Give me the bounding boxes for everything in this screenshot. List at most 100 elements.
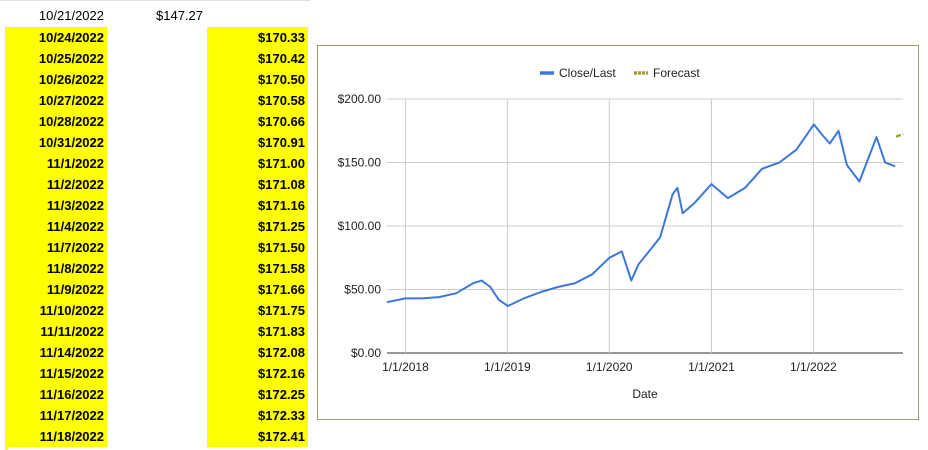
x-tick-label: 1/1/2020 [586,360,633,374]
forecast-cell[interactable]: $170.66 [207,111,308,132]
date-cell[interactable]: 11/15/2022 [8,363,107,384]
forecast-cell[interactable]: $171.58 [207,258,308,279]
table-row: 11/2/2022 $171.08 [0,174,310,195]
close-cell[interactable] [107,27,206,48]
forecast-cell[interactable]: $171.25 [207,216,308,237]
date-cell[interactable]: 11/18/2022 [8,426,107,447]
table-row: 11/3/2022 $171.16 [0,195,310,216]
date-cell[interactable]: 11/3/2022 [8,195,107,216]
chart-canvas: $0.00 $50.00 $100.00 $150.00 $200.00 1/1/2018… [338,66,904,401]
x-tick-label: 1/1/2021 [688,360,735,374]
forecast-cell[interactable]: $172.25 [207,384,308,405]
date-cell[interactable]: 10/28/2022 [8,111,107,132]
table-row: 10/26/2022 $170.50 [0,69,310,90]
date-cell[interactable]: 11/11/2022 [8,321,107,342]
close-cell[interactable] [107,69,206,90]
forecast-cell[interactable]: $171.50 [207,237,308,258]
date-cell[interactable]: 10/25/2022 [8,48,107,69]
close-cell[interactable] [107,237,206,258]
forecast-cell[interactable]: $172.41 [207,426,308,447]
forecast-cell[interactable]: $170.91 [207,132,308,153]
forecast-cell[interactable]: $171.83 [207,321,308,342]
spreadsheet-range: 10/21/2022 $147.27 10/24/2022 $170.33 10/2… [0,0,310,450]
close-cell[interactable] [107,426,206,447]
forecast-cell[interactable]: $171.16 [207,195,308,216]
close-cell[interactable] [107,132,206,153]
close-cell[interactable]: $147.27 [156,8,203,23]
date-cell[interactable]: 11/16/2022 [8,384,107,405]
y-tick-label: $0.00 [351,346,381,360]
close-cell[interactable] [107,48,206,69]
table-row: 11/15/2022 $172.16 [0,363,310,384]
close-cell[interactable] [107,300,206,321]
date-cell[interactable]: 11/10/2022 [8,300,107,321]
x-tick-label: 1/1/2018 [382,360,429,374]
table-row: 10/27/2022 $170.58 [0,90,310,111]
close-cell[interactable] [107,111,206,132]
table-row: 11/17/2022 $172.33 [0,405,310,426]
date-cell[interactable]: 11/2/2022 [8,174,107,195]
date-cell[interactable]: 11/7/2022 [8,237,107,258]
x-axis-title: Date [632,387,658,401]
x-tick-label: 1/1/2022 [790,360,837,374]
close-cell[interactable] [107,405,206,426]
forecast-cell[interactable]: $170.58 [207,90,308,111]
forecast-cell[interactable]: $170.50 [207,69,308,90]
date-cell[interactable]: 11/17/2022 [8,405,107,426]
close-last-series-line [386,123,896,307]
close-cell[interactable] [107,363,206,384]
date-cell[interactable]: 10/21/2022 [38,8,104,23]
date-cell[interactable]: 11/14/2022 [8,342,107,363]
table-row: 11/8/2022 $171.58 [0,258,310,279]
table-row: 10/31/2022 $170.91 [0,132,310,153]
line-chart[interactable]: $0.00 $50.00 $100.00 $150.00 $200.00 1/1/2018… [317,45,919,420]
table-row: 10/28/2022 $170.66 [0,111,310,132]
close-cell[interactable] [107,153,206,174]
y-tick-label: $200.00 [338,92,382,106]
forecast-cell[interactable]: $170.33 [207,27,308,48]
close-cell[interactable] [107,90,206,111]
table-row: 10/21/2022 $147.27 [0,5,310,26]
close-cell[interactable] [107,195,206,216]
table-row: 11/10/2022 $171.75 [0,300,310,321]
forecast-cell[interactable]: $171.00 [207,153,308,174]
date-cell[interactable]: 10/27/2022 [8,90,107,111]
date-cell[interactable]: 10/31/2022 [8,132,107,153]
forecast-cell[interactable]: $170.42 [207,48,308,69]
close-cell[interactable] [107,384,206,405]
close-cell[interactable] [107,258,206,279]
close-cell[interactable] [107,216,206,237]
table-row: 11/9/2022 $171.66 [0,279,310,300]
forecast-cell[interactable]: $171.08 [207,174,308,195]
date-cell[interactable]: 11/8/2022 [8,258,107,279]
forecast-cell[interactable]: $171.66 [207,279,308,300]
table-row: 11/16/2022 $172.25 [0,384,310,405]
forecast-cell[interactable]: $171.75 [207,300,308,321]
forecast-cell[interactable]: $172.33 [207,405,308,426]
close-cell[interactable] [107,279,206,300]
forecast-series-line [895,132,904,138]
close-cell[interactable] [107,342,206,363]
table-row: 11/7/2022 $171.50 [0,237,310,258]
forecast-cell[interactable]: $172.08 [207,342,308,363]
close-cell[interactable] [107,321,206,342]
date-cell[interactable]: 11/1/2022 [8,153,107,174]
legend-label-forecast: Forecast [653,66,700,80]
y-tick-label: $150.00 [338,156,382,170]
y-tick-label: $100.00 [338,219,382,233]
legend-label-close-last: Close/Last [559,66,616,80]
table-row: 11/1/2022 $171.00 [0,153,310,174]
table-row: 11/4/2022 $171.25 [0,216,310,237]
close-cell[interactable] [107,174,206,195]
date-cell[interactable]: 10/26/2022 [8,69,107,90]
x-tick-label: 1/1/2019 [484,360,531,374]
table-row: 10/24/2022 $170.33 [0,27,310,48]
date-cell[interactable]: 11/4/2022 [8,216,107,237]
date-cell[interactable]: 10/24/2022 [8,27,107,48]
table-row: 11/11/2022 $171.83 [0,321,310,342]
table-row: 10/25/2022 $170.42 [0,48,310,69]
selection-border [5,27,8,450]
forecast-cell[interactable]: $172.16 [207,363,308,384]
table-row: 11/18/2022 $172.41 [0,426,310,447]
date-cell[interactable]: 11/9/2022 [8,279,107,300]
